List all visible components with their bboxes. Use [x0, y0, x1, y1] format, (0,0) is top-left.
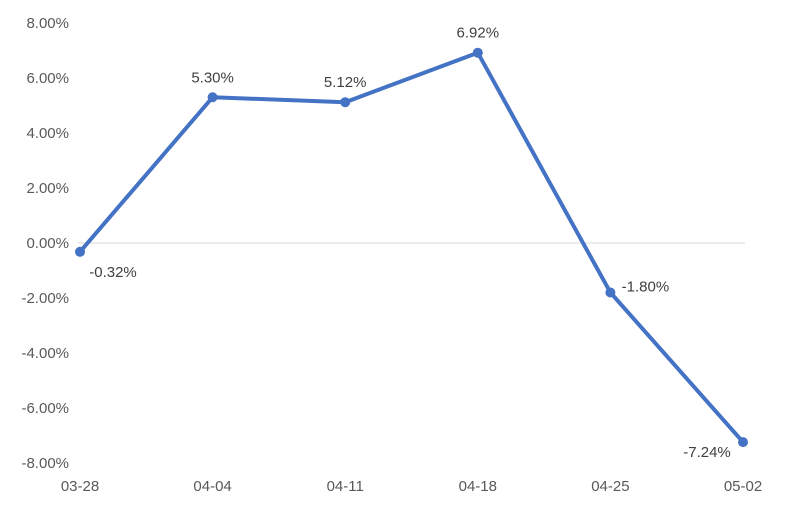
data-point-marker: [605, 287, 616, 298]
x-tick-label: 05-02: [724, 478, 762, 495]
data-point-marker: [207, 92, 218, 103]
y-tick-label: -2.00%: [21, 290, 69, 307]
data-point-marker: [340, 97, 351, 108]
y-tick-label: 4.00%: [26, 125, 69, 142]
data-label: -7.24%: [683, 444, 731, 461]
y-tick-label: 6.00%: [26, 70, 69, 87]
data-label: 6.92%: [457, 25, 500, 42]
data-point-marker: [472, 47, 483, 58]
y-tick-label: 2.00%: [26, 180, 69, 197]
x-axis-tick-labels: 03-28 04-04 04-11 04-18 04-25 05-02: [61, 478, 762, 495]
x-tick-label: 04-25: [591, 478, 629, 495]
y-tick-label: -6.00%: [21, 400, 69, 417]
data-points: [75, 47, 748, 448]
data-point-marker: [738, 437, 748, 448]
x-tick-label: 04-18: [459, 478, 497, 495]
data-label: 5.30%: [191, 69, 234, 86]
x-tick-label: 04-04: [193, 478, 231, 495]
x-tick-label: 04-11: [327, 478, 364, 495]
data-label: -0.32%: [89, 264, 137, 281]
y-tick-label: 0.00%: [26, 235, 69, 252]
y-tick-label: -4.00%: [21, 345, 69, 362]
y-axis-tick-labels: 8.00% 6.00% 4.00% 2.00% 0.00% -2.00% -4.00% -6.…: [21, 15, 69, 472]
y-tick-label: -8.00%: [21, 455, 69, 472]
data-labels: -0.32% 5.30% 5.12% 6.92% -1.80% -7.24%: [89, 25, 731, 461]
y-tick-label: 8.00%: [26, 15, 69, 32]
data-label: 5.12%: [324, 74, 367, 91]
x-tick-label: 03-28: [61, 478, 99, 495]
data-label: -1.80%: [622, 279, 670, 296]
data-point-marker: [75, 246, 85, 257]
series-line: [78, 50, 745, 445]
